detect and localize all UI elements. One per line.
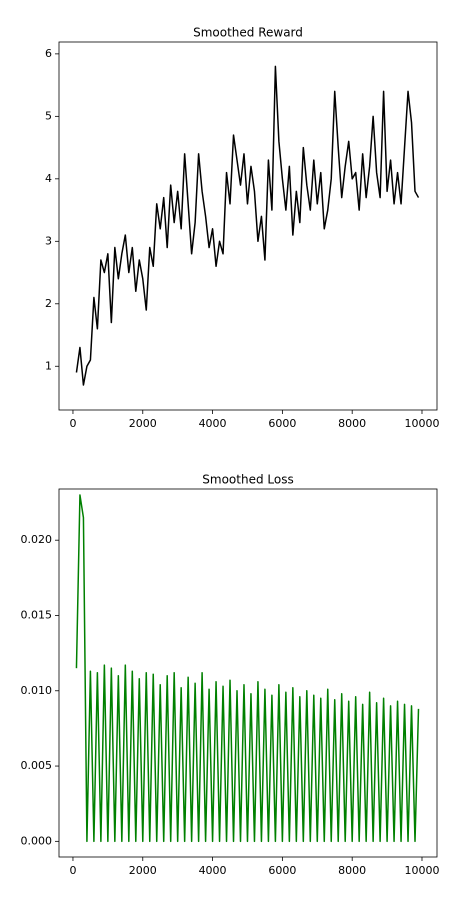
- x-tick-label: 10000: [404, 417, 439, 430]
- x-tick-label: 2000: [129, 417, 157, 430]
- x-tick-label: 8000: [338, 864, 366, 877]
- line-series: [75, 494, 420, 843]
- y-tick-label: 5: [45, 109, 52, 122]
- chart-title: Smoothed Reward: [193, 26, 303, 40]
- y-tick-label: 0.000: [21, 834, 53, 847]
- x-tick-label: 4000: [199, 864, 227, 877]
- chart-title: Smoothed Loss: [202, 473, 293, 487]
- x-tick-label: 2000: [129, 864, 157, 877]
- y-tick-label: 2: [45, 297, 52, 310]
- line-series: [75, 65, 420, 386]
- x-tick-label: 4000: [199, 417, 227, 430]
- y-tick-label: 0.005: [21, 759, 53, 772]
- x-tick-label: 6000: [268, 864, 296, 877]
- y-tick-label: 4: [45, 172, 52, 185]
- y-tick-label: 0.015: [21, 608, 53, 621]
- x-tick-label: 10000: [404, 864, 439, 877]
- y-tick-label: 0.010: [21, 684, 53, 697]
- plot-frame: [58, 488, 438, 858]
- x-tick-label: 0: [69, 417, 76, 430]
- y-tick-label: 6: [45, 47, 52, 60]
- x-tick-label: 8000: [338, 417, 366, 430]
- x-tick-label: 0: [69, 864, 76, 877]
- y-tick-label: 1: [45, 359, 52, 372]
- y-tick-label: 0.020: [21, 533, 53, 546]
- y-tick-label: 3: [45, 234, 52, 247]
- x-tick-label: 6000: [268, 417, 296, 430]
- plot-frame: [58, 41, 438, 411]
